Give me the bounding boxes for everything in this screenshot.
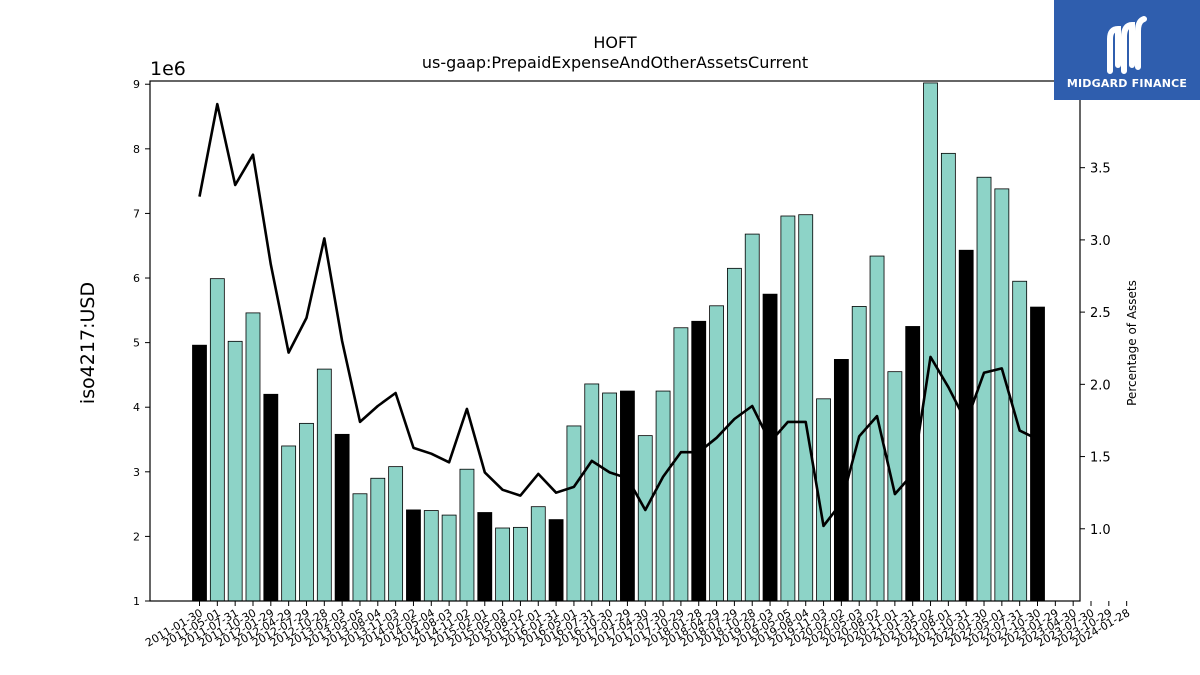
bar (1012, 280, 1028, 602)
y2-axis-label: Percentage of Assets (1125, 280, 1139, 406)
bar (548, 519, 564, 602)
bar (655, 390, 671, 602)
bar (299, 422, 314, 602)
bar (637, 435, 653, 602)
bar (316, 368, 332, 602)
bar (691, 320, 707, 602)
y-axis-label: iso4217:USD (77, 282, 99, 404)
y-tick-label: 5 (133, 337, 140, 350)
bar (281, 445, 297, 602)
bar (263, 393, 279, 602)
bar (780, 215, 796, 602)
y-tick-label: 4 (133, 401, 140, 414)
midgard-logo-icon (1107, 15, 1147, 74)
bar (227, 340, 243, 602)
bar (727, 267, 742, 602)
chart-subtitle: us-gaap:PrepaidExpenseAndOtherAssetsCurr… (422, 53, 808, 72)
bar (209, 278, 225, 602)
bar (192, 344, 207, 602)
bar (334, 433, 350, 602)
y-tick-label: 3 (133, 466, 140, 479)
chart-title: HOFT (593, 33, 637, 52)
bar (887, 371, 903, 602)
bar (905, 326, 921, 602)
bar (513, 526, 528, 602)
logo-text: MIDGARD FINANCE (1066, 76, 1188, 90)
y-tick-label: 9 (133, 78, 140, 91)
bar (1030, 306, 1045, 602)
bar (602, 392, 617, 602)
bar (620, 390, 635, 602)
y2-tick-label: 2.0 (1090, 378, 1111, 393)
y-tick-label: 2 (133, 530, 140, 543)
bar (869, 255, 885, 602)
y2-tick-label: 3.0 (1090, 234, 1111, 249)
y2-tick-label: 2.5 (1090, 306, 1111, 321)
bar (477, 512, 493, 602)
bar (673, 327, 689, 602)
bar (352, 493, 368, 602)
bar (388, 466, 404, 602)
bar (566, 425, 582, 602)
y2-tick-label: 1.5 (1090, 451, 1111, 466)
pct-of-assets-line (198, 102, 1039, 528)
bar (958, 249, 974, 602)
y-axis-multiplier: 1e6 (150, 58, 186, 80)
y-tick-label: 7 (133, 207, 140, 220)
bar (762, 293, 778, 602)
plot-frame (149, 80, 1081, 602)
y2-tick-label: 3.5 (1090, 162, 1111, 177)
bar (370, 477, 386, 602)
bar (459, 468, 475, 602)
bar (423, 510, 439, 602)
bar (495, 527, 511, 602)
y2-tick-label: 1.0 (1090, 523, 1111, 538)
y-tick-label: 1 (133, 595, 140, 608)
bar (245, 312, 261, 602)
bar (709, 305, 724, 602)
bars-layer (192, 82, 1045, 602)
bar (441, 514, 457, 602)
bar (994, 188, 1010, 602)
bar (798, 214, 814, 602)
line-layer (198, 102, 1039, 528)
y-tick-label: 6 (133, 272, 140, 285)
bar (584, 383, 600, 602)
brand-logo: MIDGARD FINANCE (1054, 0, 1200, 100)
bar (530, 506, 546, 602)
y-tick-label: 8 (133, 143, 140, 156)
bar (923, 82, 938, 602)
bar (406, 509, 421, 602)
axes-layer: 1234567891.01.52.02.53.03.52011-01-30201… (133, 78, 1132, 649)
